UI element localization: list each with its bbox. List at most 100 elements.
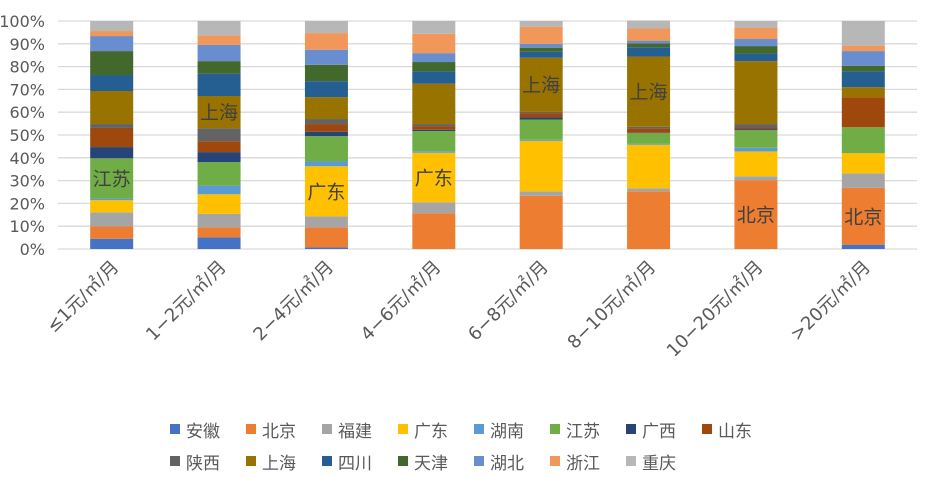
bar-segment-湖南	[90, 198, 134, 201]
legend-label: 上海	[262, 453, 296, 474]
x-tick-label: ≤1元/㎡/月	[42, 256, 123, 337]
legend-label: 福建	[338, 421, 372, 442]
bar-segment-重庆	[734, 21, 778, 28]
bar-segment-江苏	[841, 127, 885, 154]
bar-segment-北京	[734, 180, 778, 249]
legend-label: 广东	[414, 421, 448, 442]
bar-segment-天津	[734, 46, 778, 54]
bar-segment-广东	[90, 200, 134, 213]
bar-segment-湖南	[519, 139, 563, 141]
bar-segment-广东	[197, 194, 241, 214]
bar-segment-福建	[412, 202, 456, 214]
bar-segment-湖北	[734, 39, 778, 47]
legend-swatch	[550, 424, 560, 434]
bar-segment-上海	[412, 83, 456, 125]
x-tick-label: >20元/㎡/月	[786, 256, 875, 345]
bar-segment-上海	[304, 97, 348, 120]
legend-item: 福建	[322, 418, 398, 442]
bar-segment-重庆	[627, 20, 671, 29]
bar-segment-上海	[90, 90, 134, 125]
legend-item: 广西	[626, 418, 702, 442]
legend-label: 陕西	[186, 453, 220, 474]
bar-segment-北京	[519, 195, 563, 249]
legend-item: 天津	[398, 450, 474, 474]
bar-segment-江苏	[734, 130, 778, 148]
legend-swatch	[626, 456, 636, 466]
legend-label: 重庆	[642, 453, 676, 474]
bar-segment-北京	[412, 213, 456, 249]
bar-segment-山东	[627, 128, 671, 133]
y-tick-label: 0%	[20, 240, 45, 259]
bar-segment-重庆	[412, 21, 456, 34]
bar-segment-浙江	[519, 26, 563, 44]
bar-segment-上海	[841, 87, 885, 98]
bar-segment-广西	[734, 129, 778, 131]
legend-label: 湖南	[490, 421, 524, 442]
bar-segment-天津	[841, 65, 885, 72]
bar-segment-湖南	[734, 147, 778, 152]
legend-item: 四川	[322, 450, 398, 474]
legend-item: 山东	[702, 418, 778, 442]
legend-swatch	[398, 456, 408, 466]
x-tick-label: 1−2元/㎡/月	[141, 256, 230, 345]
legend-item: 陕西	[170, 450, 246, 474]
bar-segment-湖南	[304, 161, 348, 167]
bar-segment-浙江	[627, 28, 671, 41]
bar-segment-山东	[734, 127, 778, 130]
bar-segment-湖北	[519, 43, 563, 48]
bar-segment-陕西	[734, 124, 778, 128]
legend-label: 山东	[718, 421, 752, 442]
bar-segment-湖北	[304, 49, 348, 65]
y-tick-label: 40%	[9, 149, 45, 168]
x-tick-label: 6−8元/㎡/月	[464, 256, 553, 345]
legend-swatch	[474, 424, 484, 434]
legend-swatch	[322, 456, 332, 466]
legend-label: 江苏	[566, 421, 600, 442]
bar-segment-湖北	[197, 44, 241, 62]
bar-segment-重庆	[519, 21, 563, 27]
legend-swatch	[398, 424, 408, 434]
legend-label: 浙江	[566, 453, 600, 474]
legend-swatch	[626, 424, 636, 434]
legend-item: 重庆	[626, 450, 702, 474]
bar-segment-广西	[412, 129, 456, 132]
bar-segment-江苏	[519, 119, 563, 140]
bar-segment-福建	[90, 212, 134, 227]
bar-segment-重庆	[841, 21, 885, 46]
bar-segment-陕西	[304, 119, 348, 125]
bar-segment-四川	[519, 51, 563, 58]
bar-segment-北京	[841, 187, 885, 245]
y-tick-label: 50%	[9, 126, 45, 145]
bar-segment-陕西	[90, 124, 134, 128]
bar-segment-上海	[734, 61, 778, 125]
legend-label: 安徽	[186, 421, 220, 442]
legend-item: 广东	[398, 418, 474, 442]
bar-segment-浙江	[734, 27, 778, 40]
bar-segment-北京	[304, 227, 348, 248]
x-tick-label: 10−20元/㎡/月	[662, 256, 767, 361]
bar-segment-四川	[841, 71, 885, 88]
bar-segment-广东	[627, 144, 671, 189]
bar-segment-山东	[412, 126, 456, 130]
legend-swatch	[246, 456, 256, 466]
legend-swatch	[170, 424, 180, 434]
bar-segment-重庆	[304, 21, 348, 34]
bar-segment-福建	[841, 173, 885, 188]
legend-swatch	[322, 424, 332, 434]
bar-segment-陕西	[412, 124, 456, 127]
bar-segment-浙江	[304, 33, 348, 50]
bar-segment-安徽	[197, 237, 241, 249]
legend-label: 湖北	[490, 453, 524, 474]
legend-swatch	[474, 456, 484, 466]
data-label: 北京	[844, 206, 882, 228]
bar-segment-江苏	[627, 133, 671, 144]
bar-segment-浙江	[197, 35, 241, 45]
bar-segment-北京	[197, 227, 241, 238]
bar-segment-湖北	[412, 53, 456, 63]
bar-segment-天津	[627, 43, 671, 48]
bar-segment-天津	[412, 62, 456, 72]
legend-label: 北京	[262, 421, 296, 442]
y-tick-label: 70%	[9, 80, 45, 99]
legend-item: 上海	[246, 450, 322, 474]
